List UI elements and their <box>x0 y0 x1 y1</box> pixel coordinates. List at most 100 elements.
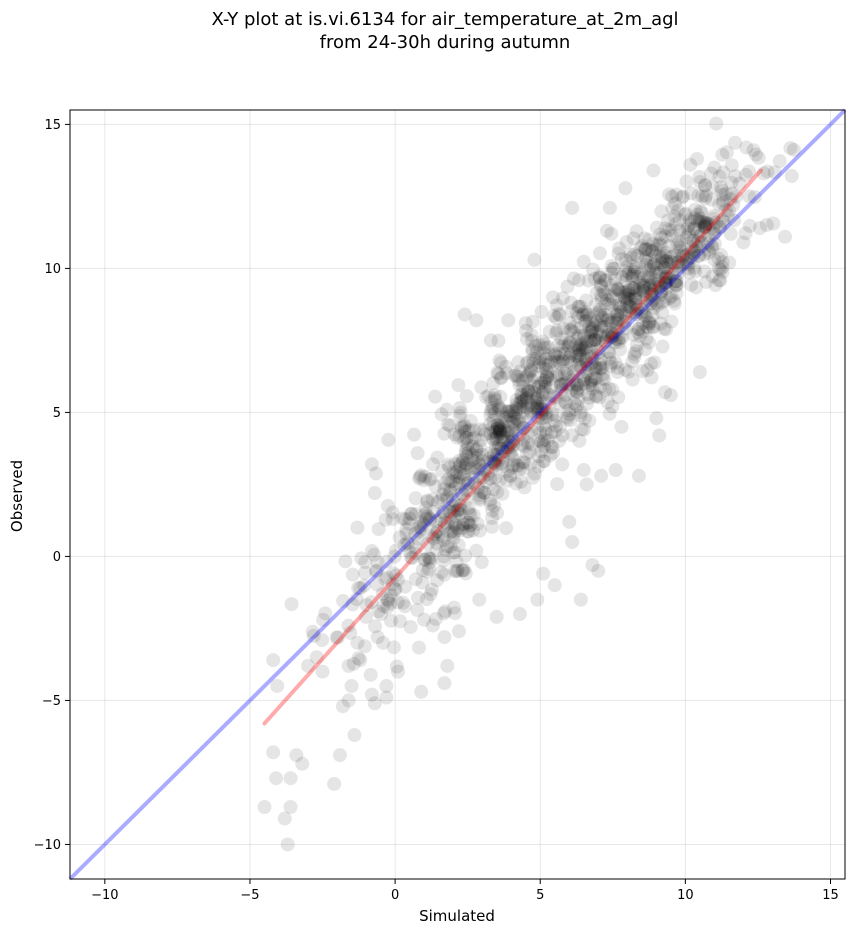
scatter-point <box>568 402 583 417</box>
scatter-point <box>476 423 491 438</box>
scatter-point <box>632 275 647 290</box>
scatter-point <box>724 175 739 190</box>
scatter-point <box>425 492 440 507</box>
scatter-point <box>418 552 433 567</box>
scatter-point <box>512 377 527 392</box>
scatter-point <box>443 485 458 500</box>
scatter-point <box>483 333 498 348</box>
scatter-point <box>659 275 674 290</box>
scatter-point <box>461 483 476 498</box>
scatter-point <box>421 550 436 565</box>
scatter-point <box>593 357 608 372</box>
scatter-point <box>518 316 533 331</box>
scatter-point <box>525 314 540 329</box>
scatter-point <box>428 611 443 626</box>
scatter-point <box>662 271 677 286</box>
scatter-point <box>618 181 633 196</box>
scatter-point <box>494 441 509 456</box>
y-tick-label: 15 <box>44 118 61 133</box>
scatter-point <box>514 437 529 452</box>
scatter-point <box>672 213 687 228</box>
scatter-point <box>649 271 664 286</box>
scatter-point <box>622 299 637 314</box>
scatter-point <box>694 205 709 220</box>
scatter-point <box>576 328 591 343</box>
scatter-point <box>359 598 374 613</box>
scatter-point <box>517 420 532 435</box>
scatter-point <box>524 328 539 343</box>
x-tick-label: 5 <box>536 888 544 903</box>
scatter-point <box>658 271 673 286</box>
scatter-point <box>657 321 672 336</box>
scatter-point <box>570 378 585 393</box>
scatter-point <box>709 215 724 230</box>
scatter-point <box>598 273 613 288</box>
scatter-point <box>534 406 549 421</box>
scatter-point <box>385 577 400 592</box>
scatter-point <box>539 361 554 376</box>
scatter-point <box>571 342 586 357</box>
scatter-point <box>722 255 737 270</box>
scatter-point <box>654 204 669 219</box>
scatter-point <box>520 355 535 370</box>
scatter-point <box>383 596 398 611</box>
y-tick-label: 0 <box>53 550 61 565</box>
scatter-point <box>572 340 587 355</box>
scatter-point <box>565 369 580 384</box>
scatter-point <box>555 428 570 443</box>
scatter-point <box>562 316 577 331</box>
scatter-point <box>607 328 622 343</box>
scatter-point <box>605 315 620 330</box>
scatter-point <box>378 572 393 587</box>
scatter-point <box>619 235 634 250</box>
scatter-point <box>622 283 637 298</box>
scatter-point <box>569 384 584 399</box>
scatter-point <box>570 331 585 346</box>
scatter-point <box>672 234 687 249</box>
scatter-point <box>525 470 540 485</box>
scatter-point <box>602 200 617 215</box>
scatter-point <box>525 437 540 452</box>
scatter-point <box>626 259 641 274</box>
scatter-point <box>576 254 591 269</box>
scatter-point <box>687 244 702 259</box>
scatter-point <box>546 445 561 460</box>
scatter-point <box>566 271 581 286</box>
scatter-point <box>526 356 541 371</box>
scatter-point <box>457 419 472 434</box>
scatter-point <box>693 214 708 229</box>
scatter-point <box>670 236 685 251</box>
scatter-point <box>683 157 698 172</box>
scatter-point <box>450 503 465 518</box>
scatter-point <box>665 201 680 216</box>
scatter-point <box>664 223 679 238</box>
y-tick-label: 10 <box>44 262 61 277</box>
scatter-point <box>456 488 471 503</box>
scatter-point <box>604 297 619 312</box>
scatter-point <box>534 304 549 319</box>
scatter-point <box>622 299 637 314</box>
scatter-point <box>436 553 451 568</box>
scatter-point <box>503 408 518 423</box>
scatter-point <box>446 600 461 615</box>
scatter-point <box>699 217 714 232</box>
scatter-point <box>715 265 730 280</box>
scatter-point <box>650 297 665 312</box>
scatter-point <box>638 242 653 257</box>
scatter-point <box>442 483 457 498</box>
scatter-point <box>490 418 505 433</box>
scatter-point <box>475 447 490 462</box>
scatter-point <box>538 405 553 420</box>
scatter-point <box>649 220 664 235</box>
scatter-point <box>550 349 565 364</box>
scatter-point <box>532 449 547 464</box>
scatter-point <box>429 543 444 558</box>
scatter-point <box>555 382 570 397</box>
scatter-point <box>531 433 546 448</box>
scatter-point <box>656 253 671 268</box>
scatter-point <box>421 509 436 524</box>
scatter-point <box>654 256 669 271</box>
scatter-point <box>635 283 650 298</box>
scatter-point <box>500 473 515 488</box>
scatter-point <box>329 630 344 645</box>
